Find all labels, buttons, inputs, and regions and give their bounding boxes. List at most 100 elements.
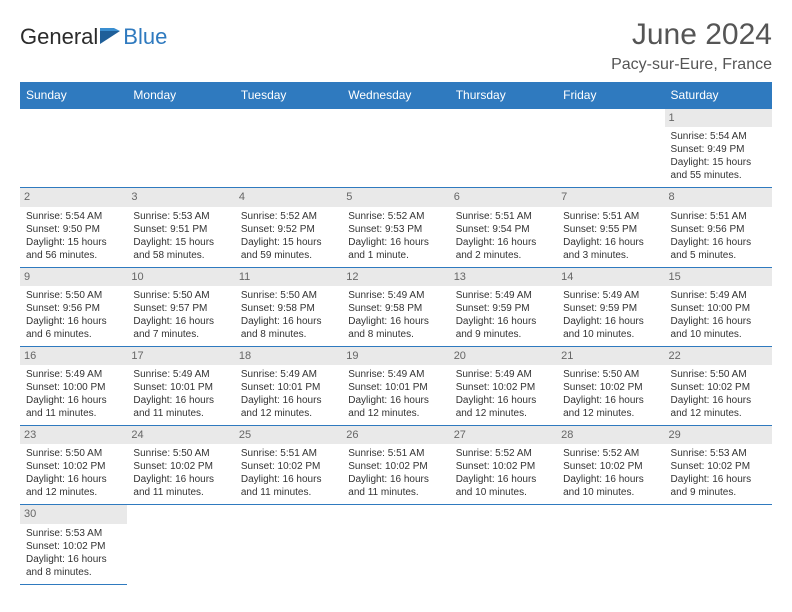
day2-text: and 8 minutes. — [26, 566, 121, 579]
sunrise-text: Sunrise: 5:51 AM — [671, 210, 766, 223]
day-number: 20 — [450, 347, 557, 365]
day-number: 26 — [342, 426, 449, 444]
calendar-week: 30Sunrise: 5:53 AMSunset: 10:02 PMDaylig… — [20, 505, 772, 584]
calendar-day-cell: 1Sunrise: 5:54 AMSunset: 9:49 PMDaylight… — [665, 109, 772, 188]
sunset-text: Sunset: 9:50 PM — [26, 223, 121, 236]
calendar-day-cell: 16Sunrise: 5:49 AMSunset: 10:00 PMDaylig… — [20, 346, 127, 425]
day-number: 1 — [665, 109, 772, 127]
brand-logo: General Blue — [20, 18, 167, 50]
sunset-text: Sunset: 9:57 PM — [133, 302, 228, 315]
sunset-text: Sunset: 10:00 PM — [26, 381, 121, 394]
day2-text: and 56 minutes. — [26, 249, 121, 262]
sunrise-text: Sunrise: 5:50 AM — [563, 368, 658, 381]
calendar-day-cell — [235, 109, 342, 188]
day-header-row: Sunday Monday Tuesday Wednesday Thursday… — [20, 82, 772, 109]
day1-text: Daylight: 16 hours — [563, 473, 658, 486]
sunset-text: Sunset: 10:02 PM — [456, 381, 551, 394]
day-number: 21 — [557, 347, 664, 365]
calendar-day-cell: 7Sunrise: 5:51 AMSunset: 9:55 PMDaylight… — [557, 188, 664, 267]
day-number: 11 — [235, 268, 342, 286]
sunrise-text: Sunrise: 5:49 AM — [563, 289, 658, 302]
day2-text: and 12 minutes. — [456, 407, 551, 420]
sunrise-text: Sunrise: 5:53 AM — [133, 210, 228, 223]
day-number: 17 — [127, 347, 234, 365]
day2-text: and 1 minute. — [348, 249, 443, 262]
day1-text: Daylight: 16 hours — [348, 394, 443, 407]
calendar-week: 23Sunrise: 5:50 AMSunset: 10:02 PMDaylig… — [20, 426, 772, 505]
sunset-text: Sunset: 9:53 PM — [348, 223, 443, 236]
sunrise-text: Sunrise: 5:52 AM — [241, 210, 336, 223]
calendar-day-cell — [342, 109, 449, 188]
calendar-day-cell: 22Sunrise: 5:50 AMSunset: 10:02 PMDaylig… — [665, 346, 772, 425]
sunset-text: Sunset: 9:51 PM — [133, 223, 228, 236]
sunrise-text: Sunrise: 5:52 AM — [563, 447, 658, 460]
day2-text: and 11 minutes. — [26, 407, 121, 420]
calendar-day-cell — [127, 505, 234, 584]
day2-text: and 10 minutes. — [563, 486, 658, 499]
day-number: 30 — [20, 505, 127, 523]
sunrise-text: Sunrise: 5:50 AM — [26, 289, 121, 302]
calendar-day-cell: 15Sunrise: 5:49 AMSunset: 10:00 PMDaylig… — [665, 267, 772, 346]
day1-text: Daylight: 16 hours — [348, 236, 443, 249]
day-number: 16 — [20, 347, 127, 365]
sunset-text: Sunset: 10:02 PM — [456, 460, 551, 473]
day-number: 23 — [20, 426, 127, 444]
calendar-day-cell: 3Sunrise: 5:53 AMSunset: 9:51 PMDaylight… — [127, 188, 234, 267]
dayhdr-sun: Sunday — [20, 82, 127, 109]
dayhdr-thu: Thursday — [450, 82, 557, 109]
day2-text: and 11 minutes. — [241, 486, 336, 499]
day-number: 28 — [557, 426, 664, 444]
sunrise-text: Sunrise: 5:51 AM — [241, 447, 336, 460]
day-number: 12 — [342, 268, 449, 286]
sunset-text: Sunset: 10:01 PM — [348, 381, 443, 394]
day1-text: Daylight: 15 hours — [671, 156, 766, 169]
day2-text: and 8 minutes. — [348, 328, 443, 341]
day2-text: and 12 minutes. — [563, 407, 658, 420]
day1-text: Daylight: 16 hours — [348, 315, 443, 328]
sunset-text: Sunset: 9:59 PM — [563, 302, 658, 315]
day1-text: Daylight: 16 hours — [133, 473, 228, 486]
day2-text: and 55 minutes. — [671, 169, 766, 182]
day-number: 14 — [557, 268, 664, 286]
sunrise-text: Sunrise: 5:51 AM — [563, 210, 658, 223]
dayhdr-sat: Saturday — [665, 82, 772, 109]
sunset-text: Sunset: 10:02 PM — [26, 460, 121, 473]
day2-text: and 9 minutes. — [671, 486, 766, 499]
day-number: 13 — [450, 268, 557, 286]
dayhdr-mon: Monday — [127, 82, 234, 109]
day2-text: and 12 minutes. — [348, 407, 443, 420]
flag-icon — [100, 24, 122, 50]
sunrise-text: Sunrise: 5:49 AM — [348, 368, 443, 381]
calendar-day-cell — [235, 505, 342, 584]
calendar-day-cell: 20Sunrise: 5:49 AMSunset: 10:02 PMDaylig… — [450, 346, 557, 425]
day2-text: and 2 minutes. — [456, 249, 551, 262]
day1-text: Daylight: 15 hours — [26, 236, 121, 249]
day-number: 22 — [665, 347, 772, 365]
day2-text: and 11 minutes. — [348, 486, 443, 499]
day2-text: and 5 minutes. — [671, 249, 766, 262]
day-number: 7 — [557, 188, 664, 206]
day-number: 10 — [127, 268, 234, 286]
day2-text: and 12 minutes. — [671, 407, 766, 420]
sunrise-text: Sunrise: 5:54 AM — [671, 130, 766, 143]
title-block: June 2024 Pacy-sur-Eure, France — [611, 18, 772, 74]
day-number: 4 — [235, 188, 342, 206]
calendar-day-cell: 2Sunrise: 5:54 AMSunset: 9:50 PMDaylight… — [20, 188, 127, 267]
day2-text: and 7 minutes. — [133, 328, 228, 341]
brand-part1: General — [20, 24, 98, 50]
sunrise-text: Sunrise: 5:49 AM — [241, 368, 336, 381]
calendar-day-cell: 5Sunrise: 5:52 AMSunset: 9:53 PMDaylight… — [342, 188, 449, 267]
dayhdr-wed: Wednesday — [342, 82, 449, 109]
brand-part2: Blue — [123, 24, 167, 50]
sunset-text: Sunset: 9:58 PM — [348, 302, 443, 315]
day2-text: and 10 minutes. — [456, 486, 551, 499]
sunrise-text: Sunrise: 5:52 AM — [348, 210, 443, 223]
dayhdr-fri: Friday — [557, 82, 664, 109]
sunset-text: Sunset: 9:56 PM — [26, 302, 121, 315]
sunrise-text: Sunrise: 5:54 AM — [26, 210, 121, 223]
day2-text: and 6 minutes. — [26, 328, 121, 341]
day2-text: and 59 minutes. — [241, 249, 336, 262]
calendar-week: 2Sunrise: 5:54 AMSunset: 9:50 PMDaylight… — [20, 188, 772, 267]
day-number: 18 — [235, 347, 342, 365]
sunset-text: Sunset: 10:02 PM — [133, 460, 228, 473]
